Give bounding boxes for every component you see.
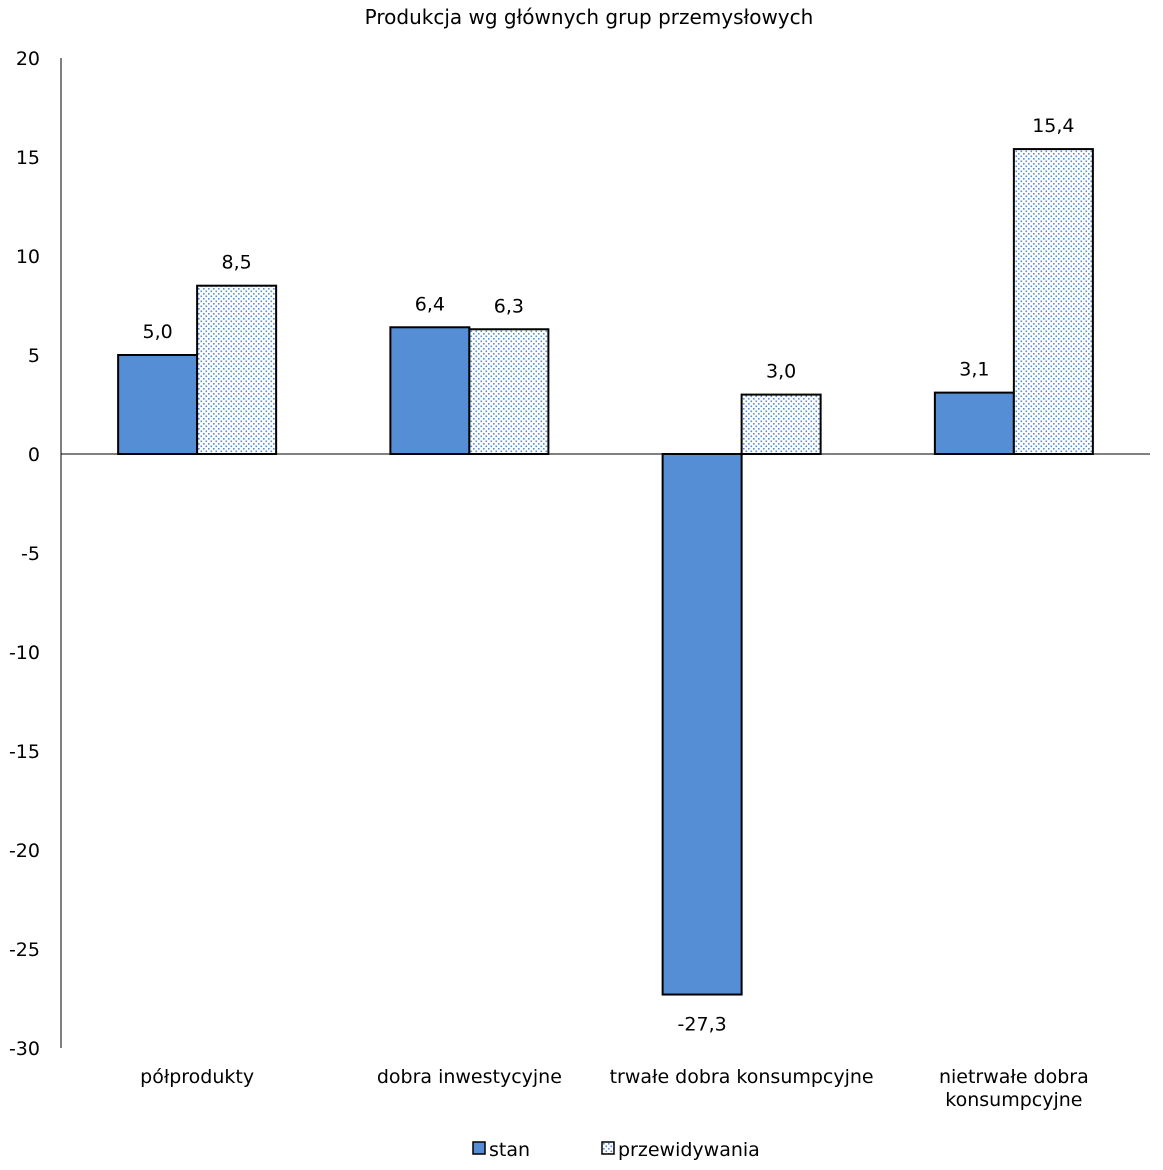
bars [117, 148, 1094, 996]
x-category-label: nietrwałe dobra [939, 1066, 1089, 1088]
bar-przewidywania [196, 284, 278, 456]
chart-title: Produkcja wg głównych grup przemysłowych [365, 5, 814, 29]
data-label: 6,3 [494, 295, 524, 317]
data-label: 6,4 [415, 293, 445, 315]
bar-stan [117, 354, 199, 455]
data-label: 3,1 [959, 359, 989, 381]
y-tick-label: 20 [16, 48, 40, 70]
legend: stan przewidywania [472, 1139, 760, 1161]
data-labels: 5,0 8,5 6,4 6,3 -27,3 3,0 3,1 15,4 [143, 115, 1075, 1035]
bar-stan [389, 326, 471, 455]
bar-przewidywania [1012, 148, 1094, 456]
y-tick-label: -15 [9, 741, 40, 763]
y-tick-label: -5 [21, 543, 40, 565]
axes: 20 15 10 5 0 -5 -10 -15 -20 -25 -30 [9, 48, 1150, 1060]
x-category-label: półprodukty [140, 1066, 254, 1088]
y-tick-label: -25 [9, 939, 40, 961]
legend-swatch-przewidywania [601, 1141, 615, 1155]
x-axis-labels: półprodukty dobra inwestycyjne trwałe dobr… [140, 1066, 1089, 1111]
data-label: 3,0 [766, 361, 796, 383]
y-tick-label: 5 [28, 345, 40, 367]
data-label: 5,0 [143, 321, 173, 343]
y-tick-label: 10 [16, 246, 40, 268]
data-label: 8,5 [222, 252, 252, 274]
bar-przewidywania [468, 328, 550, 456]
data-label: -27,3 [678, 1014, 727, 1036]
y-tick-label: 15 [16, 147, 40, 169]
legend-swatch-stan [472, 1141, 486, 1155]
legend-label: przewidywania [618, 1139, 760, 1161]
data-label: 15,4 [1032, 115, 1074, 137]
y-tick-label: 0 [28, 444, 40, 466]
bar-przewidywania [740, 393, 822, 456]
y-tick-label: -20 [9, 840, 40, 862]
x-category-label: trwałe dobra konsumpcyjne [610, 1066, 874, 1088]
y-tick-label: -30 [9, 1038, 40, 1060]
bar-stan [661, 453, 743, 996]
x-category-label: konsumpcyjne [945, 1089, 1082, 1111]
x-category-label: dobra inwestycyjne [377, 1066, 562, 1088]
bar-stan [933, 391, 1015, 455]
legend-label: stan [489, 1139, 530, 1161]
y-tick-label: -10 [9, 642, 40, 664]
